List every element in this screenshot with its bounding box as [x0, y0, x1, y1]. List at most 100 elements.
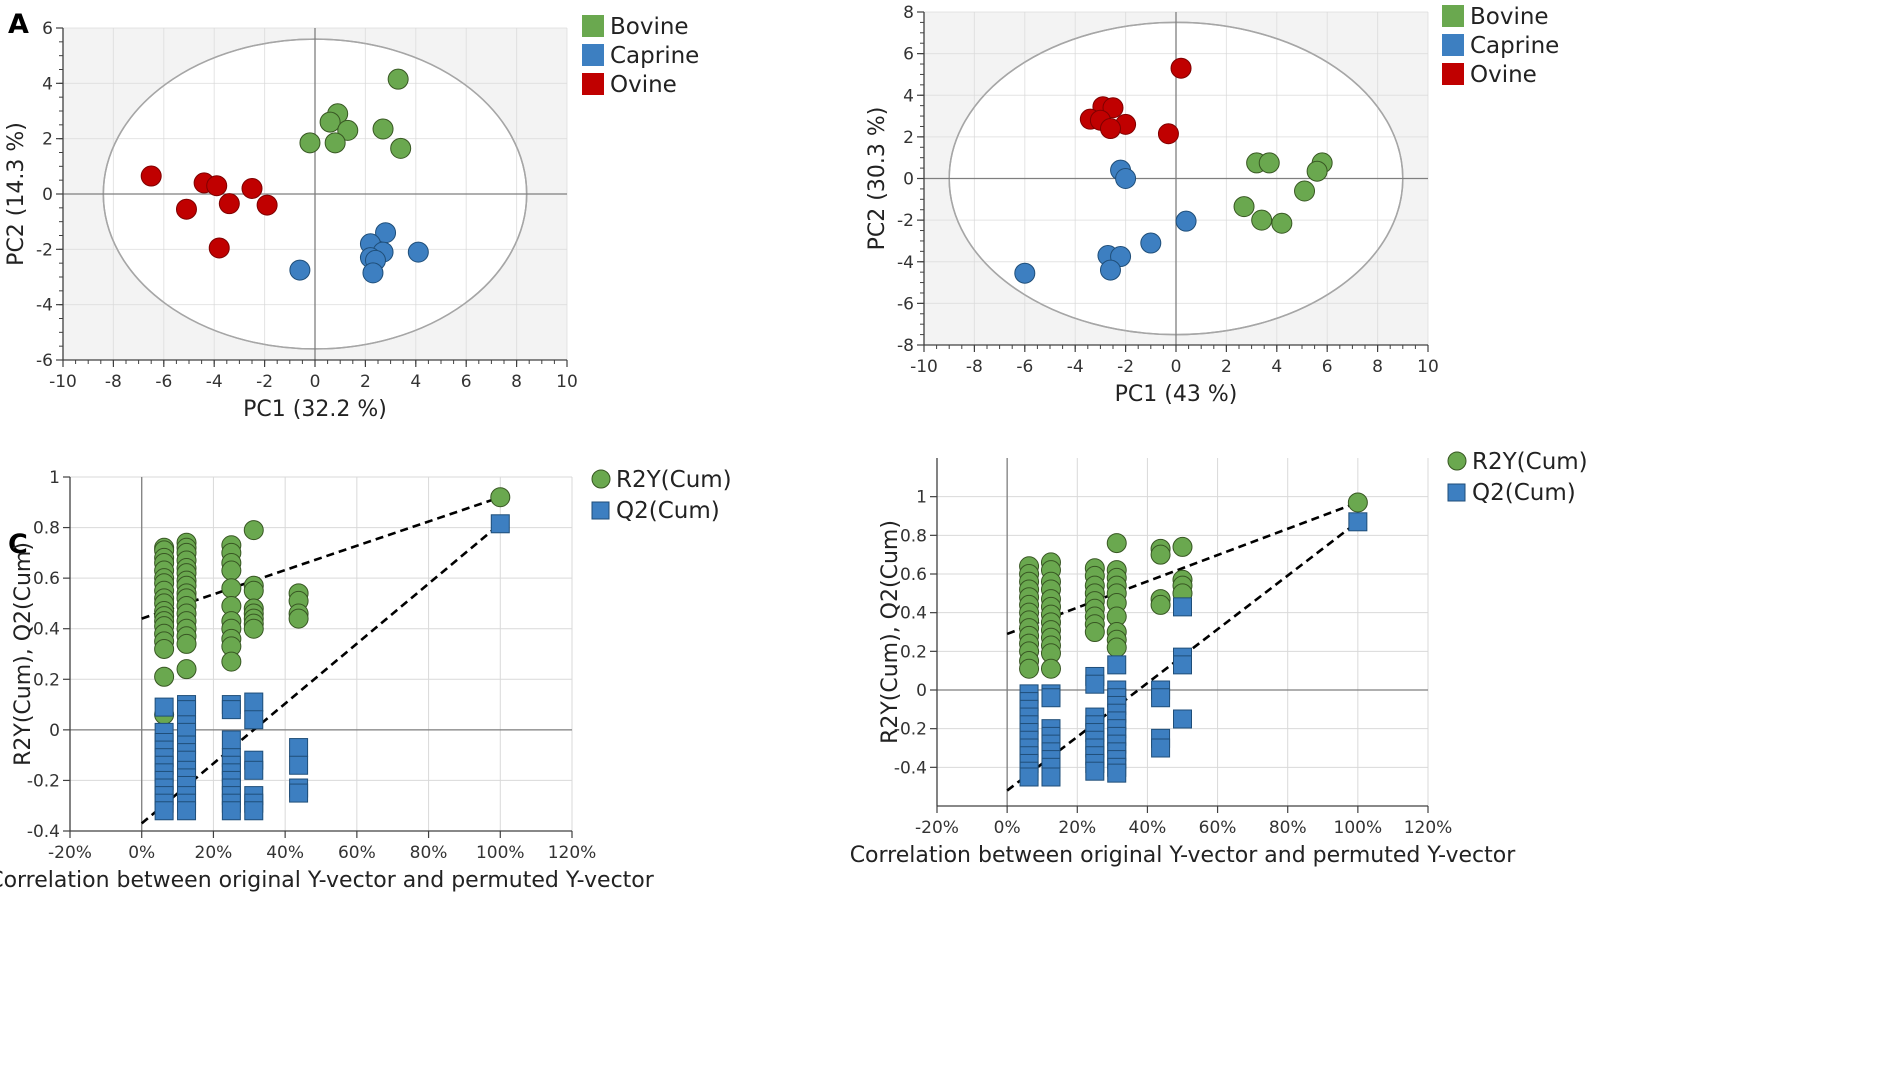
panel-c-point-q2-cum [490, 514, 510, 534]
panel-a-x-tick-label: 10 [556, 372, 578, 392]
panel-b-legend-swatch-ovine [1442, 63, 1464, 85]
panel-d-point-q2-cum [1041, 767, 1061, 787]
panel-a-point-ovine [140, 165, 162, 187]
panel-d-point-q2-cum [1173, 597, 1192, 617]
panel-b-point-ovine [1170, 57, 1192, 79]
panel-c-regression-line-r2y-cum [141, 495, 501, 620]
panel-b-y-tick-label: 8 [903, 3, 914, 23]
panel-d-point-q2-cum [1019, 767, 1039, 787]
panel-d-x-tick-label: 20% [1058, 818, 1096, 838]
panel-c-point-q2-cum [289, 755, 309, 775]
panel-c-x-tick-label: 80% [410, 843, 448, 863]
panel-d-point-r2y-cum [1040, 658, 1061, 679]
panel-b-y-axis-label: PC2 (30.3 %) [865, 107, 890, 251]
panel-b-point-bovine [1271, 212, 1293, 234]
panel-d-x-tick-label: 100% [1334, 818, 1383, 838]
panel-d-legend-label-r2y-cum: R2Y(Cum) [1472, 449, 1588, 475]
panel-a-legend-swatch-ovine [582, 73, 604, 95]
panel-b-legend-swatch-caprine [1442, 34, 1464, 56]
panel-d-point-q2-cum [1085, 674, 1105, 694]
panel-a-point-caprine [407, 241, 429, 263]
panel-a-point-ovine [256, 194, 278, 216]
panel-c-point-q2-cum [244, 760, 264, 780]
panel-label-a: A [8, 9, 29, 40]
panel-c-point-r2y-cum [221, 578, 242, 599]
panel-a-x-axis-label: PC1 (32.2 %) [243, 397, 387, 422]
panel-a-point-bovine [324, 132, 346, 154]
panel-a-point-caprine [289, 259, 311, 281]
panel-a-y-tick-label: -6 [36, 351, 53, 371]
panel-d-x-tick-label: 60% [1199, 818, 1237, 838]
panel-c-point-r2y-cum [221, 560, 242, 581]
panel-b-x-tick-label: 10 [1417, 357, 1439, 377]
panel-d-point-q2-cum [1173, 709, 1192, 729]
panel-a-point-ovine [208, 237, 230, 259]
panel-d-plot-area [937, 458, 1428, 806]
panel-b-y-tick-label: 4 [903, 86, 914, 106]
panel-a-point-bovine [319, 111, 341, 133]
panel-c-y-axis-label: R2Y(Cum), Q2(Cum) [11, 542, 36, 766]
panel-a-x-tick-label: -2 [256, 372, 273, 392]
panel-a-y-tick-label: -4 [36, 296, 53, 316]
panel-b-point-ovine [1157, 123, 1179, 145]
panel-b-y-tick-label: -2 [897, 211, 914, 231]
panel-b-x-tick-label: -8 [966, 357, 983, 377]
panel-a-legend-label-bovine: Bovine [610, 14, 689, 40]
panel-a-x-tick-label: -8 [105, 372, 122, 392]
panel-b-point-ovine [1102, 97, 1124, 119]
panel-b-x-tick-label: -2 [1117, 357, 1134, 377]
panel-a-point-bovine [299, 132, 321, 154]
panel-c-x-tick-label: 100% [476, 843, 525, 863]
panel-d-y-tick-label: 1 [916, 488, 927, 508]
panel-b-y-tick-label: -4 [897, 253, 914, 273]
panel-a-y-tick-label: 0 [42, 185, 53, 205]
panel-b-y-tick-label: 0 [903, 170, 914, 190]
panel-d-point-r2y-cum [1084, 622, 1105, 642]
panel-c-point-r2y-cum [243, 520, 264, 541]
panel-d-permutation-plot: -20% 0% 20% 40% 60% 80% 100% 120% -0.4 -0.2 0 0.2 0.… [850, 449, 1588, 868]
panel-d-regression-line-r2y-cum [1006, 501, 1359, 636]
panel-c-legend-label-r2y-cum: R2Y(Cum) [616, 467, 732, 493]
panel-d-x-axis-label: Correlation between original Y-vector an… [850, 843, 1517, 868]
panel-c-point-q2-cum [221, 730, 241, 750]
panel-b-legend-label-bovine: Bovine [1470, 4, 1549, 30]
panel-a-y-tick-label: 2 [42, 130, 53, 150]
panel-d-x-tick-label: 0% [994, 818, 1021, 838]
panel-a-point-bovine [372, 118, 394, 140]
panel-c-y-tick-label: -0.2 [27, 771, 60, 791]
panel-c-x-axis-label: Correlation between original Y-vector an… [0, 868, 655, 893]
panel-a-legend-swatch-bovine [582, 15, 604, 37]
panel-c-x-tick-label: 120% [548, 843, 597, 863]
panel-d-point-q2-cum [1107, 655, 1127, 675]
panel-c-point-q2-cum [244, 801, 264, 821]
panel-a-x-tick-label: -6 [155, 372, 172, 392]
panel-a-point-bovine [337, 119, 359, 141]
panel-c-point-q2-cum [244, 710, 264, 730]
panel-b-legend-label-ovine: Ovine [1470, 62, 1537, 88]
panel-c-plot-area [70, 477, 572, 831]
panel-d-y-tick-label: 0.6 [900, 565, 927, 585]
panel-b-legend-label-caprine: Caprine [1470, 33, 1559, 59]
panel-b-y-tick-label: 2 [903, 128, 914, 148]
panel-d-point-q2-cum [1348, 512, 1368, 532]
panel-a-point-ovine [241, 177, 263, 199]
panel-b-point-caprine [1099, 259, 1121, 281]
panel-a-x-tick-label: 0 [310, 372, 321, 392]
panel-b-legend-swatch-bovine [1442, 5, 1464, 27]
panel-b-x-tick-label: -6 [1016, 357, 1033, 377]
panel-b-x-tick-label: 8 [1372, 357, 1383, 377]
panel-b-x-tick-label: -10 [910, 357, 938, 377]
panel-d-legend-marker-r2y-cum [1447, 451, 1467, 471]
panel-d-point-q2-cum [1107, 763, 1127, 783]
panel-b-point-ovine [1099, 118, 1121, 140]
panel-a-y-tick-label: -2 [36, 240, 53, 260]
panel-d-point-r2y-cum [1106, 533, 1127, 554]
panel-c-y-tick-label: -0.4 [27, 822, 60, 842]
panel-d-point-q2-cum [1151, 738, 1171, 758]
panel-d-y-tick-label: -0.4 [894, 758, 927, 778]
panel-c-legend-marker-r2y-cum [591, 469, 611, 489]
panel-a-pca-scores-plot: -10 -8 -6 -4 -2 0 2 4 6 8 10 -6 -4 -2 0 2 4 6 PC1 (32.2 %)… [4, 14, 699, 422]
panel-c-point-r2y-cum [176, 659, 197, 680]
panel-b-y-tick-label: -8 [897, 336, 914, 356]
panel-c-x-tick-label: 40% [266, 843, 304, 863]
